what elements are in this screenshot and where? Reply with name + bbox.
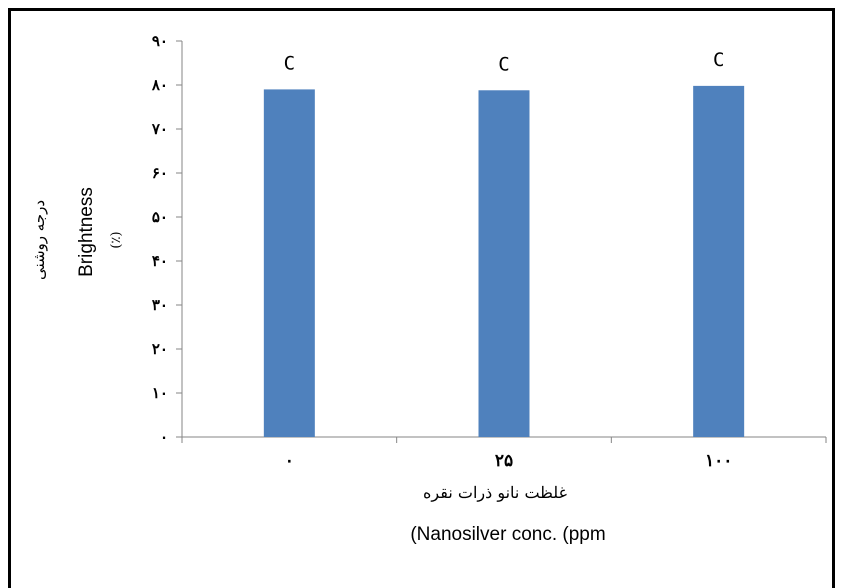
y-axis-label-persian: درجه روشنی [30,200,48,280]
x-axis-label-persian: غلظت نانو ذرات نقره [423,483,567,502]
y-tick-label: ۶۰ [152,164,168,182]
bar [693,85,745,437]
x-axis-label-english: (Nanosilver conc. (ppm [410,524,605,545]
x-tick-label: ۲۵ [495,451,513,471]
data-label: C [498,53,509,75]
bar [263,89,315,438]
bar [478,90,530,437]
bars [263,85,745,438]
data-label: C [713,49,724,71]
data-label: C [284,52,295,74]
chart-frame [8,8,835,588]
y-tick-label: ۸۰ [151,76,168,94]
x-tick-label: ۰ [285,451,294,471]
x-tick-label: ۱۰۰ [705,451,732,471]
y-tick-label: ۷۰ [151,120,168,138]
y-tick-label: ۵۰ [152,208,168,226]
y-axis-label-english: Brightness [76,187,97,277]
y-tick-label: ۱۰ [152,384,168,402]
y-axis-unit: (٪) [109,231,124,248]
y-tick-label: ۰ [160,428,168,446]
y-tick-label: ۴۰ [152,252,168,270]
y-tick-label: ۹۰ [152,32,168,50]
y-tick-label: ۳۰ [152,296,168,314]
labels: ۰ ۱۰ ۲۰ ۳۰ ۴۰ ۵۰ ۶۰ ۷۰ ۸۰ ۹۰ C ۰ C ۲۵ C ۱۰۰ [151,32,732,471]
y-tick-label: ۲۰ [152,340,168,358]
